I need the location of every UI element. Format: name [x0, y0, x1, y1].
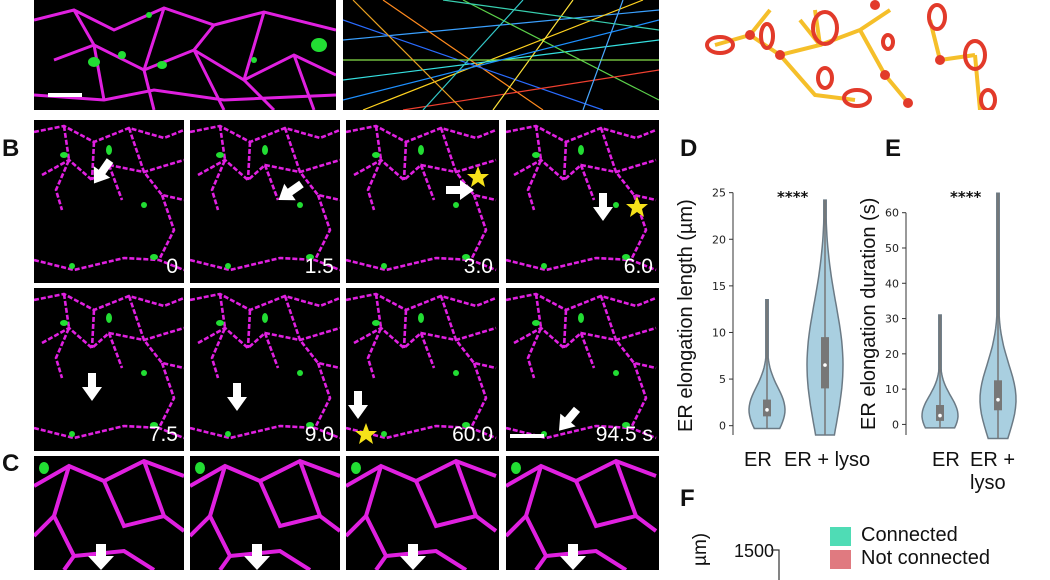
- panel-e-ytick-label: 30: [885, 313, 899, 326]
- timestamp: 60.0: [452, 423, 493, 446]
- panel-c-frame-3: [346, 456, 499, 570]
- panel-b-frame-3: 3.0: [346, 120, 499, 283]
- er-lysosome-schematic: [705, 0, 997, 112]
- legend-label-not-connected: Not connected: [861, 547, 990, 569]
- panel-d-median-0: [765, 408, 769, 412]
- panel-b-frame-8: 94.5 s: [506, 288, 659, 451]
- panel-e-iqr-box-0: [936, 405, 944, 421]
- panel-d-xcat-er: ER: [744, 449, 772, 471]
- panel-e-ytick-label: 50: [885, 242, 899, 255]
- timestamp: 94.5 s: [595, 423, 653, 446]
- panel-b-frame-4: 6.0: [506, 120, 659, 283]
- panel-c-frame-1: [34, 456, 184, 570]
- panel-d-ytick-label: 10: [712, 326, 726, 339]
- legend-swatch-not-connected: [830, 550, 851, 569]
- panel-b-frame-2: 1.5: [190, 120, 340, 283]
- panel-e-ytick-label: 0: [892, 418, 899, 431]
- panel-d-xcat-er-lyso: ER + lyso: [784, 449, 871, 471]
- panel-d-median-1: [823, 363, 827, 367]
- panel-b-frame-7: 60.0: [346, 288, 499, 451]
- panel-a-micrograph-er-lyso: [34, 0, 336, 110]
- panel-b-frame-1: 0: [34, 120, 184, 283]
- panel-c-label: C: [2, 450, 20, 477]
- panel-e-xcat-er: ER: [932, 449, 960, 471]
- panel-f-ylabel-fragment: µm): [690, 532, 711, 566]
- scale-bar: [510, 434, 544, 438]
- panel-e-chart: 0 10 20 30 40 50 60 ****: [885, 188, 1017, 440]
- panel-a-schematic: [675, 0, 1020, 112]
- panel-f-label: F: [680, 485, 695, 512]
- panel-d-iqr-box-1: [821, 337, 829, 389]
- panel-c-frame-2: [190, 456, 340, 570]
- panel-d-ylabel: ER elongation length (µm): [675, 199, 697, 432]
- panel-d-ytick-label: 0: [719, 420, 726, 433]
- legend-swatch-connected: [830, 527, 851, 546]
- timestamp: 3.0: [463, 255, 493, 278]
- panel-f-ytick-top: 1500: [734, 541, 775, 561]
- panel-e-median-0: [938, 413, 942, 418]
- panel-f-axis: [771, 549, 780, 580]
- panel-e-ytick-label: 20: [885, 348, 899, 361]
- panel-b-frame-6: 9.0: [190, 288, 340, 451]
- panel-e-ytick-label: 60: [885, 207, 899, 220]
- timestamp: 7.5: [148, 423, 178, 446]
- panel-e-median-1: [996, 397, 1000, 402]
- panel-e-xcat-er-lyso: ER + lyso: [970, 449, 1016, 494]
- panel-e-ytick-label: 10: [885, 383, 899, 396]
- scale-bar: [48, 93, 82, 97]
- timestamp: 9.0: [304, 423, 334, 446]
- panel-d-ytick-label: 25: [712, 187, 726, 200]
- timestamp: 1.5: [304, 255, 334, 278]
- panel-a-microtubule-image: [343, 0, 659, 110]
- panel-b-label: B: [2, 135, 20, 162]
- panel-d-label: D: [680, 135, 698, 162]
- legend-label-connected: Connected: [861, 524, 958, 546]
- panel-b-frame-5: 7.5: [34, 288, 184, 451]
- panel-e-ytick-label: 40: [885, 277, 899, 290]
- panel-d-iqr-box-0: [763, 399, 771, 417]
- panel-e-significance: ****: [950, 188, 982, 206]
- microtubule-network-image: [343, 0, 659, 110]
- panel-d-ytick-label: 15: [712, 280, 726, 293]
- panel-e-label: E: [885, 135, 902, 162]
- er-network-image: [34, 6, 336, 110]
- panel-e-iqr-box-1: [994, 380, 1002, 411]
- panel-d-ytick-label: 5: [719, 373, 726, 386]
- panel-c-frame-4: [506, 456, 659, 570]
- panel-d-ytick-label: 20: [712, 233, 726, 246]
- panel-d-chart: 0 5 10 15 20 25 ****: [712, 187, 844, 436]
- panel-d-significance: ****: [777, 188, 809, 206]
- timestamp: 0: [166, 255, 178, 278]
- timestamp: 6.0: [623, 255, 653, 278]
